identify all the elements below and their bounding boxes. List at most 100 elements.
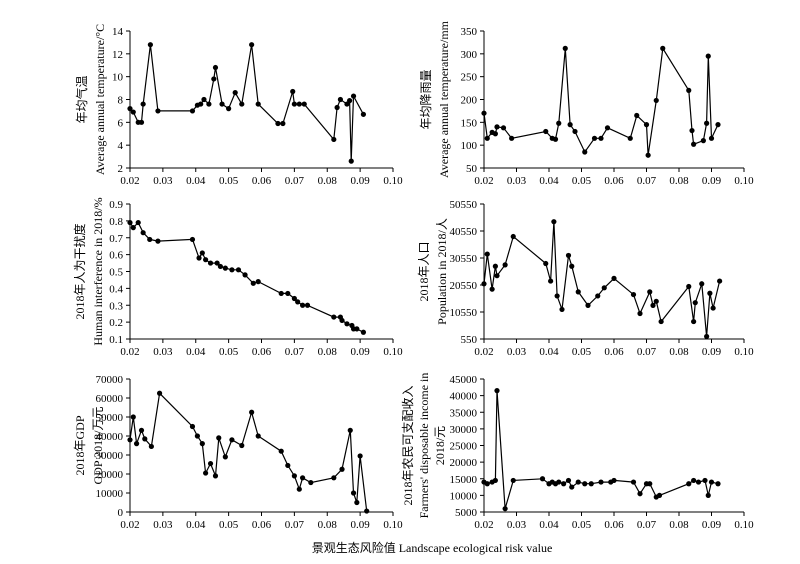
- data-point: [717, 278, 723, 284]
- data-point: [561, 481, 567, 487]
- x-tick-label: 0.04: [186, 175, 206, 187]
- y-axis-label-line: 年均气温: [74, 75, 89, 123]
- data-point: [290, 88, 296, 95]
- y-tick-label: 0.5: [109, 267, 123, 279]
- x-tick-label: 0.05: [219, 175, 239, 187]
- data-point: [301, 101, 307, 107]
- y-tick-label: 250: [461, 72, 478, 84]
- x-tick-label: 0.05: [572, 175, 592, 187]
- data-point: [492, 477, 498, 484]
- data-point: [653, 298, 659, 304]
- data-point: [285, 290, 291, 297]
- data-point: [569, 484, 575, 490]
- data-point: [196, 255, 202, 261]
- data-point: [509, 135, 515, 141]
- data-point: [199, 250, 205, 256]
- data-point: [278, 290, 284, 297]
- y-tick-label: 0.7: [109, 233, 123, 245]
- data-point: [189, 423, 196, 430]
- x-tick-label: 0.04: [186, 519, 206, 531]
- data-point: [334, 104, 340, 111]
- data-point: [285, 462, 291, 469]
- series-line: [483, 390, 719, 509]
- data-point: [147, 42, 153, 48]
- x-axis-title: 景观生态风险值 Landscape ecological risk value: [312, 540, 553, 555]
- data-point: [543, 128, 549, 135]
- data-point: [299, 302, 306, 308]
- y-tick-label: 20000: [450, 457, 478, 469]
- data-point: [660, 45, 666, 51]
- data-point: [360, 329, 367, 335]
- series-line: [483, 221, 721, 337]
- y-axis-label-line: 2018年人为干扰度: [72, 223, 87, 319]
- x-tick-label: 0.09: [702, 346, 722, 358]
- x-tick-label: 0.08: [318, 519, 338, 531]
- data-point: [135, 219, 141, 226]
- data-point: [347, 98, 353, 104]
- x-tick-label: 0.07: [637, 346, 657, 358]
- y-tick-label: 40550: [450, 226, 478, 238]
- data-point: [304, 302, 311, 308]
- x-tick-label: 0.04: [539, 519, 559, 531]
- y-tick-label: 50000: [96, 412, 124, 424]
- y-tick-label: 35000: [450, 407, 478, 419]
- data-point: [226, 106, 232, 112]
- data-point: [695, 479, 702, 485]
- data-point: [255, 279, 261, 285]
- data-point: [653, 97, 659, 104]
- y-axis-label-line: 2018年农民可支配收入: [401, 385, 415, 505]
- x-tick-label: 0.06: [604, 519, 624, 531]
- x-tick-label: 0.06: [252, 519, 272, 531]
- y-tick-label: 10550: [450, 307, 478, 319]
- x-tick-label: 0.05: [572, 519, 592, 531]
- data-point: [588, 481, 594, 487]
- y-tick-label: 10: [112, 72, 124, 84]
- data-point: [364, 508, 370, 514]
- data-point: [494, 273, 500, 279]
- data-point: [601, 285, 607, 291]
- y-tick-label: 0.8: [109, 216, 123, 228]
- x-tick-label: 0.09: [351, 175, 371, 187]
- data-point: [348, 158, 354, 164]
- y-tick-label: 45000: [450, 374, 478, 386]
- data-point: [235, 267, 242, 273]
- data-point: [559, 306, 565, 313]
- data-point: [647, 481, 653, 487]
- series-line: [129, 392, 368, 512]
- data-point: [198, 101, 204, 107]
- data-point: [502, 506, 508, 512]
- data-point: [331, 314, 337, 320]
- data-point: [347, 427, 353, 433]
- x-tick-label: 0.09: [351, 346, 371, 358]
- data-point: [582, 149, 588, 155]
- chart-panel-5: 0.02 0.03 0.04 0.05 0.06 0.07 0.08 0.09 0.10 0 100…: [73, 374, 403, 531]
- data-point: [354, 326, 360, 332]
- x-tick-label: 0.02: [474, 346, 493, 358]
- x-tick-label: 0.07: [637, 175, 657, 187]
- y-tick-label: 5000: [455, 507, 478, 519]
- x-tick-label: 0.06: [604, 346, 624, 358]
- data-point: [291, 101, 297, 107]
- data-point: [255, 433, 261, 439]
- y-axis-label-line: 年均降雨量: [419, 69, 433, 129]
- data-point: [211, 76, 217, 82]
- y-axis-label-line: 2018年GDP: [73, 415, 87, 475]
- data-point: [206, 101, 212, 107]
- data-point: [489, 286, 495, 292]
- data-point: [203, 257, 209, 263]
- x-tick-label: 0.07: [637, 519, 657, 531]
- data-point: [232, 90, 238, 96]
- data-point: [658, 318, 664, 325]
- data-point: [565, 252, 572, 259]
- y-tick-label: 14: [112, 26, 124, 38]
- data-point: [295, 299, 301, 305]
- y-tick-label: 0: [118, 507, 124, 519]
- data-point: [554, 293, 560, 299]
- y-tick-label: 0.1: [109, 334, 123, 346]
- x-tick-label: 0.10: [734, 175, 754, 187]
- data-point: [492, 263, 498, 269]
- x-tick-label: 0.09: [351, 519, 371, 531]
- data-point: [484, 251, 490, 257]
- x-tick-label: 0.10: [383, 175, 403, 187]
- x-tick-label: 0.02: [120, 346, 139, 358]
